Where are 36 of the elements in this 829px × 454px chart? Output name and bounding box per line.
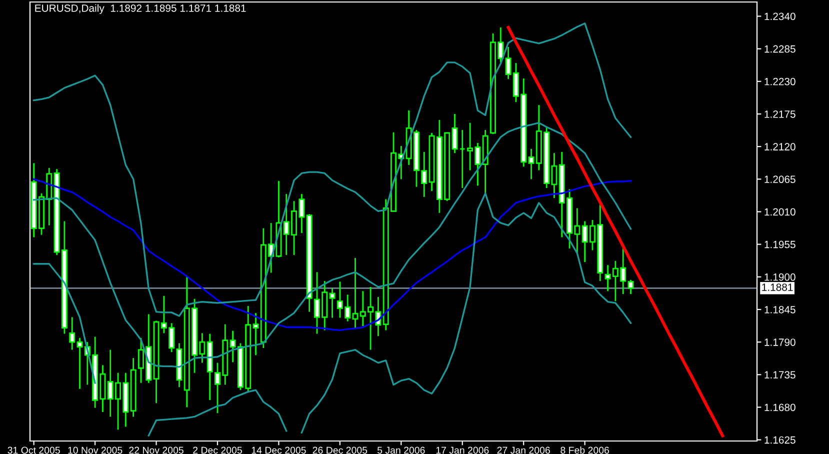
x-tick-label: 22 Nov 2005	[129, 446, 184, 454]
line-series	[32, 178, 632, 332]
x-tick-label: 17 Jan 2006	[436, 446, 489, 454]
y-tick-label: 1.1900	[764, 273, 796, 281]
y-tick-label: 1.2285	[764, 45, 796, 53]
x-tick-label: 2 Dec 2005	[193, 446, 242, 454]
y-tick-label: 1.1680	[764, 404, 796, 412]
line-series	[32, 22, 632, 317]
candlestick	[76, 337, 83, 390]
candlestick	[252, 312, 259, 356]
y-tick-label: 1.1735	[764, 371, 796, 379]
y-tick-label: 1.1625	[764, 436, 796, 444]
ref-line-label: 1.1881	[762, 284, 793, 291]
y-tick-label: 1.2010	[764, 208, 796, 216]
candlestick	[69, 316, 76, 350]
y-tick-label: 1.1845	[764, 306, 796, 314]
y-tick-label: 1.2065	[764, 176, 796, 184]
x-tick-label: 10 Nov 2005	[68, 446, 122, 454]
x-tick-label: 26 Dec 2005	[312, 446, 368, 454]
y-tick-label: 1.2175	[764, 110, 796, 118]
y-tick-label: 1.1955	[764, 240, 796, 248]
y-tick-label: 1.2230	[764, 78, 796, 86]
x-tick-label: 5 Jan 2006	[377, 446, 425, 454]
candlestick	[329, 287, 336, 318]
x-tick-label: 27 Jan 2006	[497, 446, 550, 454]
y-tick-label: 1.2120	[764, 143, 796, 150]
line-series	[32, 122, 632, 368]
y-tick-label: 1.2340	[764, 12, 796, 20]
y-tick-label: 1.1790	[764, 338, 796, 346]
chart-title: EURUSD,Daily 1.1892 1.1895 1.1871 1.1881	[35, 4, 246, 14]
candlestick	[528, 148, 534, 180]
line-series	[506, 26, 724, 438]
x-tick-label: 14 Dec 2005	[252, 446, 306, 454]
x-tick-label: 31 Oct 2005	[8, 446, 60, 454]
x-tick-label: 8 Feb 2006	[560, 446, 609, 454]
candlestick	[459, 129, 466, 189]
